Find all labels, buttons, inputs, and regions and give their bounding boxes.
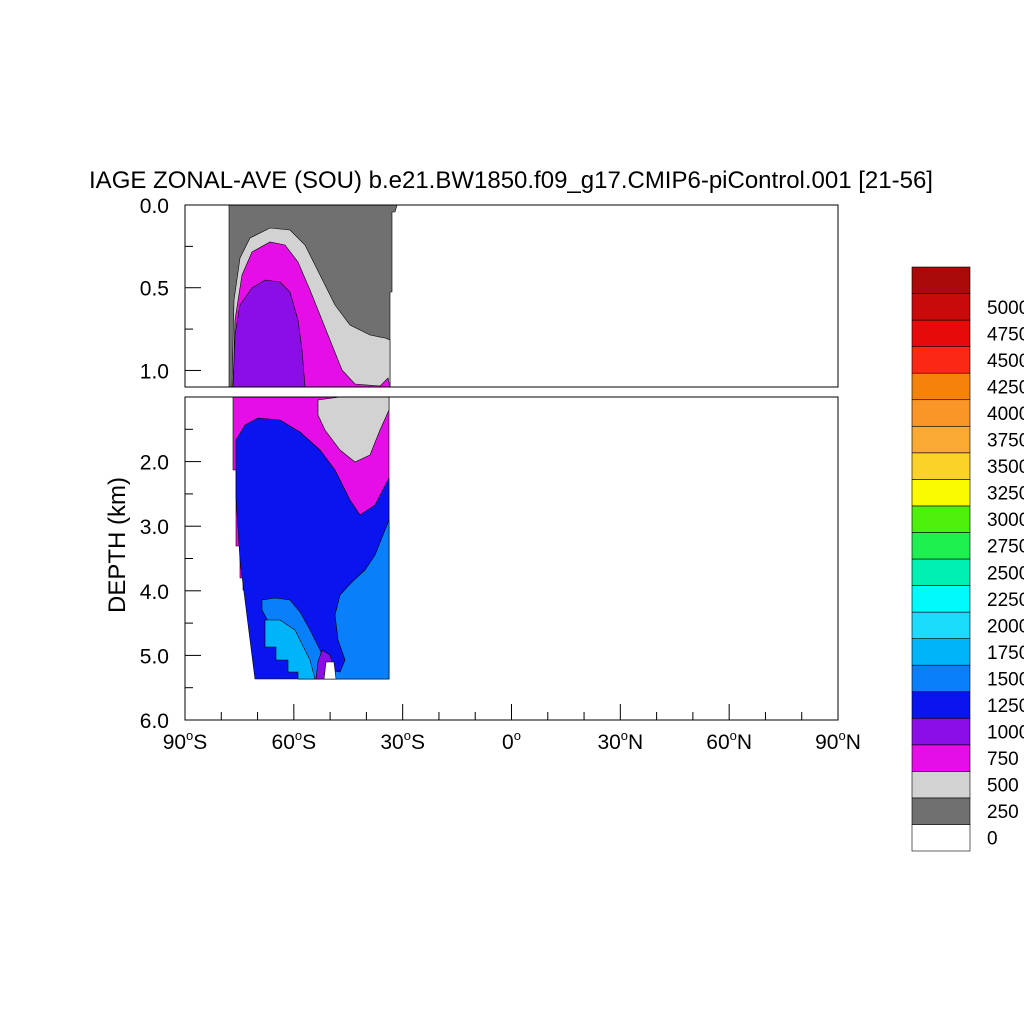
lower-y-tick-label: 6.0 — [140, 710, 169, 733]
colorbar-box — [911, 532, 971, 560]
lower-y-tick-label: 2.0 — [140, 452, 169, 475]
colorbar-box — [911, 664, 971, 693]
upper-y-tick-label: 0.5 — [140, 278, 169, 301]
upper-panel-frame — [184, 204, 839, 388]
colorbar-box — [911, 558, 971, 586]
colorbar-label: 3000 — [987, 510, 1024, 531]
y-axis-label: DEPTH (km) — [104, 477, 131, 613]
colorbar-box — [911, 824, 971, 852]
lower-y-ticks: 2.0 3.0 4.0 5.0 6.0 — [140, 428, 201, 733]
colorbar-box — [911, 611, 971, 639]
lower-contours — [232, 396, 390, 680]
lower-contour-band-2 — [317, 396, 390, 463]
colorbar-box — [911, 372, 971, 401]
colorbar: 0 250 500 750 1000 1250 1500 1750 2000 2250 2500 27… — [911, 266, 1024, 852]
upper-y-ticks: 0.0 0.5 1.0 — [140, 195, 201, 383]
colorbar-label: 3750 — [987, 431, 1024, 452]
colorbar-label: 0 — [987, 829, 998, 850]
colorbar-box — [911, 771, 971, 799]
colorbar-label: 1250 — [987, 696, 1024, 717]
colorbar-box — [911, 452, 971, 480]
colorbar-box — [911, 744, 971, 772]
upper-contours — [228, 204, 398, 388]
colorbar-box — [911, 319, 971, 347]
colorbar-box — [911, 638, 971, 666]
colorbar-label: 2500 — [987, 563, 1024, 584]
lower-contour-band-7 — [323, 661, 337, 680]
lower-y-tick-label: 4.0 — [140, 581, 169, 604]
lower-panel: 2.03.04.05.06.0 90oS 60oS 30oS 0o 30oN 60oN 90… — [140, 396, 861, 754]
x-tick-label: 60oN — [706, 728, 752, 754]
colorbar-box — [911, 399, 971, 427]
x-tick-label: 90oS — [163, 728, 208, 754]
chart-title: IAGE ZONAL-AVE (SOU) b.e21.BW1850.f09_g1… — [89, 167, 933, 194]
colorbar-label: 4000 — [987, 404, 1024, 425]
upper-contour-band-4 — [232, 279, 306, 388]
upper-panel: 0.0 0.5 1.0 — [140, 195, 839, 388]
x-tick-label: 0o — [502, 728, 521, 754]
colorbar-box — [911, 293, 971, 321]
x-tick-label: 60oS — [272, 728, 317, 754]
colorbar-label: 4250 — [987, 377, 1024, 398]
colorbar-label: 3250 — [987, 484, 1024, 505]
colorbar-label: 4500 — [987, 351, 1024, 372]
x-tick-label: 30oN — [597, 728, 643, 754]
colorbar-label: 1000 — [987, 723, 1024, 744]
colorbar-label: 2000 — [987, 616, 1024, 637]
upper-y-tick-label: 0.0 — [140, 195, 169, 218]
colorbar-box — [911, 585, 971, 613]
colorbar-label: 1500 — [987, 669, 1024, 690]
x-ticks: 90oS 60oS 30oS 0o 30oN 60oN 90oN — [163, 704, 861, 754]
lower-y-tick-label: 5.0 — [140, 645, 169, 668]
colorbar-box — [911, 479, 971, 507]
lower-contour-band-5 — [264, 619, 316, 680]
colorbar-label: 250 — [987, 802, 1019, 823]
colorbar-label: 5000 — [987, 298, 1024, 319]
colorbar-label: 2250 — [987, 590, 1024, 611]
colorbar-label: 1750 — [987, 643, 1024, 664]
colorbar-label: 500 — [987, 776, 1019, 797]
colorbar-box — [911, 425, 971, 454]
lower-y-tick-label: 3.0 — [140, 516, 169, 539]
colorbar-box — [911, 346, 971, 374]
x-tick-label: 30oS — [380, 728, 425, 754]
colorbar-box — [911, 691, 971, 719]
colorbar-label: 750 — [987, 749, 1019, 770]
colorbar-box — [911, 505, 971, 533]
colorbar-label: 2750 — [987, 537, 1024, 558]
upper-y-tick-label: 1.0 — [140, 360, 169, 383]
colorbar-label: 3500 — [987, 457, 1024, 478]
colorbar-box — [911, 717, 971, 746]
x-tick-label: 90oN — [815, 728, 861, 754]
colorbar-box — [911, 266, 971, 294]
colorbar-box — [911, 797, 971, 825]
colorbar-label: 4750 — [987, 324, 1024, 345]
